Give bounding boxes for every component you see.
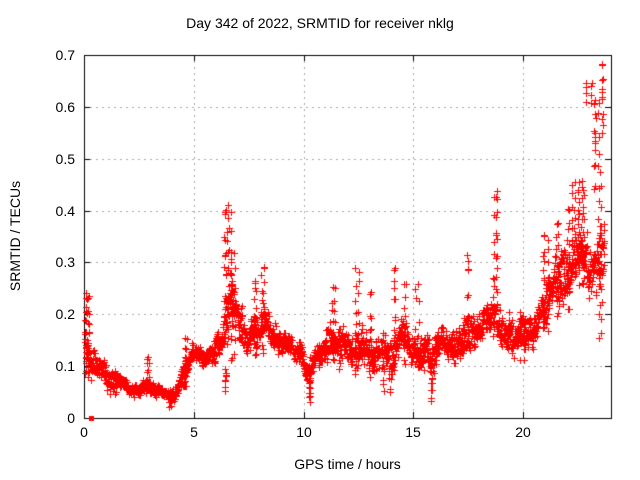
y-tick-label: 0.2 xyxy=(55,306,75,322)
x-tick-label: 10 xyxy=(296,424,312,440)
y-tick-label: 0.3 xyxy=(55,254,75,270)
y-tick-label: 0.5 xyxy=(55,151,75,167)
x-tick-label: 15 xyxy=(405,424,421,440)
y-axis-label: SRMTID / TECUs xyxy=(7,180,23,292)
y-tick-label: 0.4 xyxy=(55,203,75,219)
y-tick-label: 0.1 xyxy=(55,358,75,374)
x-tick-label: 0 xyxy=(80,424,88,440)
y-tick-label: 0.6 xyxy=(55,99,75,115)
chart-title: Day 342 of 2022, SRMTID for receiver nkl… xyxy=(186,15,454,31)
x-tick-label: 20 xyxy=(515,424,531,440)
x-axis-label: GPS time / hours xyxy=(294,456,401,472)
y-tick-label: 0 xyxy=(67,410,75,426)
x-tick-label: 5 xyxy=(190,424,198,440)
y-tick-label: 0.7 xyxy=(55,47,75,63)
